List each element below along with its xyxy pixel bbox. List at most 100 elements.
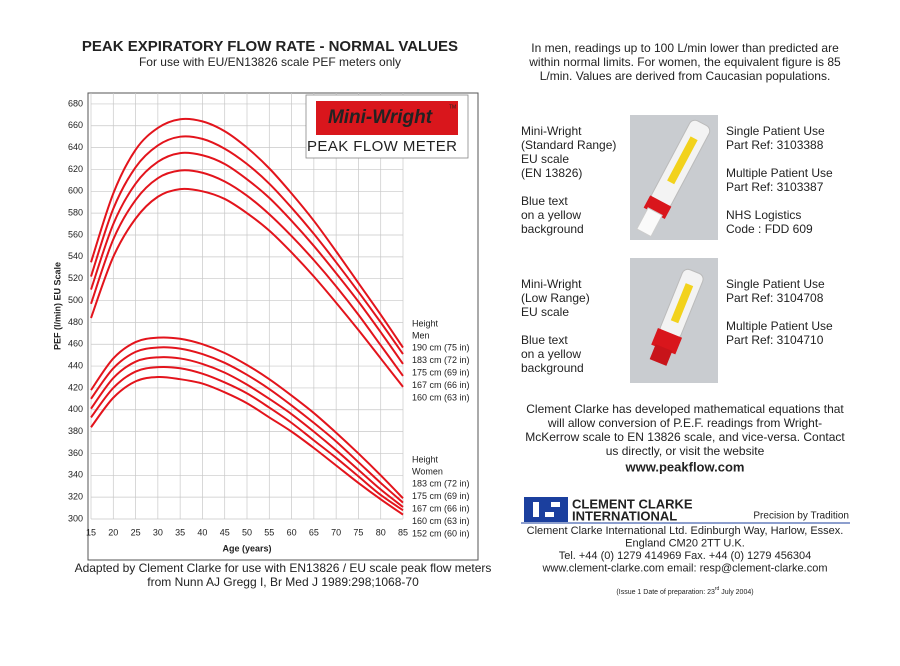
footnote: Adapted by Clement Clarke for use with E… (75, 561, 492, 575)
product-description: (Low Range) (521, 291, 590, 305)
x-tick-label: 60 (287, 527, 297, 537)
series-line (90, 169, 404, 377)
y-tick-label: 500 (68, 295, 83, 305)
y-tick-label: 360 (68, 448, 83, 458)
series-line (90, 336, 404, 499)
series-line (90, 365, 404, 512)
legend-entry: 183 cm (72 in) (412, 355, 470, 365)
y-tick-label: 420 (68, 382, 83, 392)
product-note: on a yellow (521, 347, 581, 361)
x-axis-label: Age (years) (222, 543, 271, 553)
y-tick-label: 680 (68, 98, 83, 108)
company-name: INTERNATIONAL (572, 508, 677, 523)
legend-title: Women (412, 466, 443, 476)
x-tick-label: 55 (264, 527, 274, 537)
product-ref: NHS Logistics (726, 208, 801, 222)
y-tick-label: 660 (68, 120, 83, 130)
product-ref: Part Ref: 3104710 (726, 333, 824, 347)
x-tick-label: 65 (309, 527, 319, 537)
conversion-text: us directly, or visit the website (606, 444, 765, 458)
conversion-text: McKerrow scale to EN 13826 scale, and vi… (525, 430, 845, 444)
series-line (90, 187, 404, 388)
product-note: on a yellow (521, 208, 581, 222)
legend-entry: 160 cm (63 in) (412, 516, 470, 526)
legend-entry: 190 cm (75 in) (412, 342, 470, 352)
y-tick-label: 640 (68, 142, 83, 152)
y-tick-label: 600 (68, 186, 83, 196)
product-description: Mini-Wright (521, 277, 582, 291)
series-line (90, 135, 404, 355)
company-address: Tel. +44 (0) 1279 414969 Fax. +44 (0) 12… (559, 550, 812, 562)
x-tick-label: 50 (242, 527, 252, 537)
legend-entry: 167 cm (66 in) (412, 503, 470, 513)
issue-text: (Issue 1 Date of preparation: 23 (616, 589, 715, 596)
y-tick-label: 580 (68, 208, 83, 218)
y-tick-label: 560 (68, 229, 83, 239)
chart-subtitle: For use with EU/EN13826 scale PEF meters… (139, 55, 401, 69)
company-tagline: Precision by Tradition (753, 511, 849, 522)
company-name: CLEMENT CLARKE (572, 496, 693, 511)
logo-band (316, 101, 458, 135)
series-line (90, 375, 404, 516)
x-tick-label: 15 (86, 527, 96, 537)
y-tick-label: 300 (68, 513, 83, 523)
y-tick-label: 380 (68, 426, 83, 436)
product-description: EU scale (521, 152, 569, 166)
product-ref: Code : FDD 609 (726, 222, 813, 236)
legend-entry: 183 cm (72 in) (412, 478, 470, 488)
series-line (90, 151, 404, 365)
x-tick-label: 25 (131, 527, 141, 537)
product-ref: Single Patient Use (726, 277, 825, 291)
issue-note: (Issue 1 Date of preparation: 23rd July … (616, 586, 753, 596)
meter (649, 268, 704, 366)
logo-product: PEAK FLOW METER (307, 138, 457, 155)
y-tick-label: 480 (68, 317, 83, 327)
issue-sup: rd (715, 586, 720, 592)
x-tick-label: 75 (353, 527, 363, 537)
product-description: EU scale (521, 305, 569, 319)
chart-frame (87, 92, 479, 561)
y-tick-label: 520 (68, 273, 83, 283)
x-tick-label: 30 (153, 527, 163, 537)
x-tick-label: 85 (398, 527, 408, 537)
x-tick-label: 35 (175, 527, 185, 537)
product-image (630, 115, 718, 240)
legend-title: Height (412, 318, 439, 328)
chart-title: PEAK EXPIRATORY FLOW RATE - NORMAL VALUE… (82, 38, 458, 55)
product-description: (Standard Range) (521, 138, 616, 152)
product-ref: Multiple Patient Use (726, 166, 833, 180)
legend-entry: 167 cm (66 in) (412, 380, 470, 390)
y-tick-label: 320 (68, 492, 83, 502)
product-description: (EN 13826) (521, 166, 582, 180)
y-tick-label: 540 (68, 251, 83, 261)
product-ref: Single Patient Use (726, 124, 825, 138)
company-address: Clement Clarke International Ltd. Edinbu… (527, 525, 844, 537)
x-tick-label: 70 (331, 527, 341, 537)
y-tick-label: 400 (68, 404, 83, 414)
legend-title: Height (412, 454, 439, 464)
product-note: Blue text (521, 194, 568, 208)
logo-brand: Mini-Wright (328, 107, 433, 128)
product-note: Blue text (521, 333, 568, 347)
logo-trademark: TM (449, 104, 456, 110)
company-address: www.clement-clarke.com email: resp@cleme… (541, 562, 827, 574)
intro-text: within normal limits. For women, the equ… (528, 55, 841, 69)
product-note: background (521, 361, 584, 375)
series-line (90, 356, 404, 508)
issue-rest: July 2004) (719, 589, 753, 596)
x-tick-label: 40 (197, 527, 207, 537)
product-ref: Part Ref: 3103387 (726, 180, 824, 194)
conversion-text: will allow conversion of P.E.F. readings… (547, 416, 822, 430)
legend-entry: 175 cm (69 in) (412, 367, 470, 377)
y-tick-label: 340 (68, 470, 83, 480)
y-tick-label: 620 (68, 164, 83, 174)
product-ref: Multiple Patient Use (726, 319, 833, 333)
x-tick-label: 20 (108, 527, 118, 537)
y-axis-label: PEF (l/min) EU Scale (52, 262, 62, 350)
legend-entry: 175 cm (69 in) (412, 491, 470, 501)
footnote: from Nunn AJ Gregg I, Br Med J 1989:298;… (147, 575, 419, 589)
company-logo-mark (524, 497, 568, 522)
x-tick-label: 80 (376, 527, 386, 537)
